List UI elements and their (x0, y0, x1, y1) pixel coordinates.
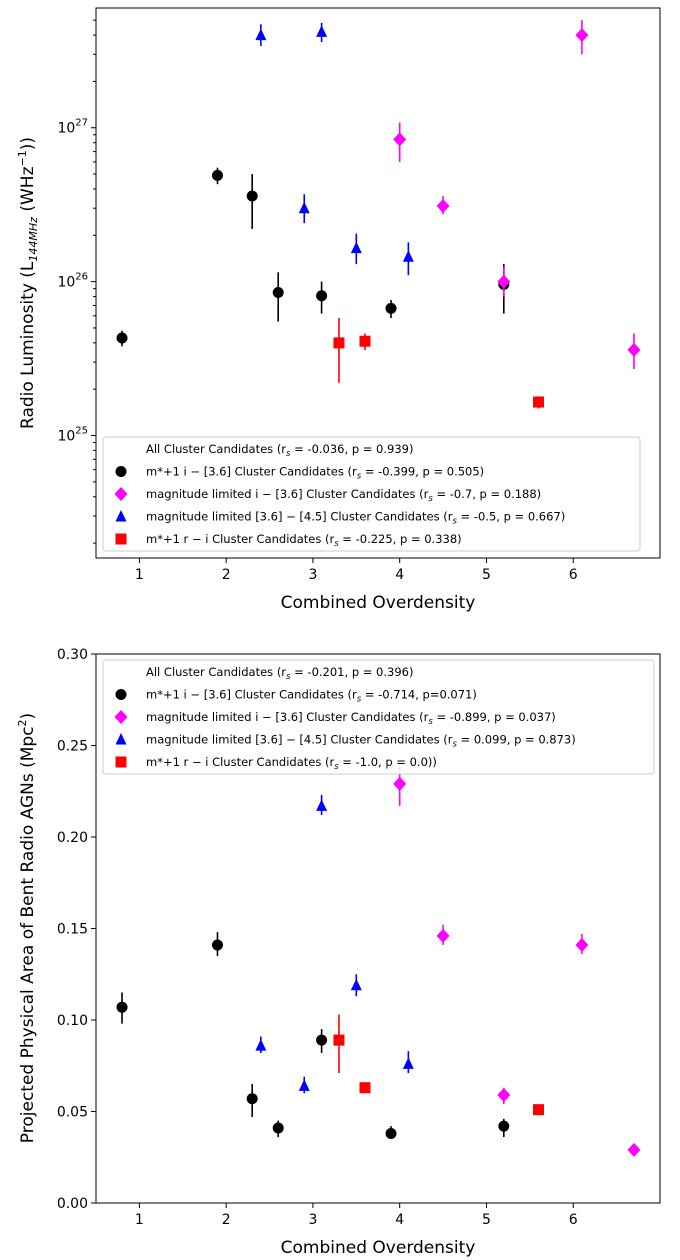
legend-marker-triangle (115, 733, 127, 745)
data-point-diamond (575, 937, 589, 952)
data-point-square (359, 1082, 371, 1094)
x-axis-label: Combined Overdensity (281, 593, 476, 613)
x-tick-label: 5 (482, 567, 491, 583)
legend-entry-text: m*+1 r − i Cluster Candidates (rs = -0.2… (146, 532, 462, 549)
y-tick-label: 0.10 (57, 1013, 88, 1029)
legend-entry-text: All Cluster Candidates (rs = -0.201, p =… (146, 665, 413, 682)
legend-entry-text: All Cluster Candidates (rs = -0.036, p =… (146, 442, 413, 459)
legend-entry-text: magnitude limited [3.6] − [4.5] Cluster … (146, 733, 576, 750)
data-point-square (533, 1104, 545, 1116)
y-tick-label: 0.25 (57, 739, 88, 755)
legend-box (102, 659, 655, 775)
y-tick-label: 0.15 (57, 922, 88, 938)
y-axis-label: Projected Physical Area of Bent Radio AG… (16, 713, 38, 1143)
legend-marker-circle (115, 466, 127, 477)
projected-area-chart: 1 2 3 4 5 6 0.00 0.05 0.10 0.15 0.20 0.25 0.30 All C… (16, 647, 661, 1258)
x-tick-label: 4 (395, 1212, 404, 1228)
legend-marker-circle (115, 689, 127, 700)
data-point-circle (116, 332, 128, 344)
y-axis-label: Radio Luminosity (L144MHz (WHz−1)) (16, 137, 40, 429)
data-point-circle (116, 1001, 128, 1013)
y-tick-label: 0.20 (57, 830, 88, 846)
y-tick-label: 0.00 (57, 1196, 88, 1212)
x-tick-label: 4 (395, 567, 404, 583)
axis-ticks: 1 2 3 4 5 6 1025 1026 1027 (57, 19, 578, 583)
x-tick-label: 6 (569, 567, 578, 583)
data-point-circle (246, 190, 258, 202)
plot-frame (95, 7, 661, 559)
data-point-circle (272, 1122, 284, 1134)
data-point-circle (316, 290, 328, 302)
x-tick-label: 5 (482, 1212, 491, 1228)
data-point-triangle (255, 28, 267, 41)
data-point-triangle (350, 241, 362, 254)
x-tick-label: 3 (308, 567, 317, 583)
legend-entry-text: magnitude limited i − [3.6] Cluster Cand… (146, 710, 556, 727)
y-tick-label: 0.05 (57, 1105, 88, 1121)
y-tick-label: 0.30 (57, 647, 88, 663)
radio-luminosity-chart: 1 2 3 4 5 6 1025 1026 1027 All Cluster Candidate… (16, 7, 661, 613)
x-tick-label: 2 (222, 567, 231, 583)
legend-marker-diamond (114, 487, 128, 501)
data-point-triangle (298, 1079, 310, 1091)
y-tick-label: 1027 (57, 118, 88, 137)
data-point-triangle (298, 201, 310, 214)
data-point-circle (211, 939, 223, 951)
data-point-circle (246, 1093, 258, 1105)
data-point-diamond (627, 342, 641, 357)
data-point-circle (385, 302, 397, 314)
legend-box (102, 436, 641, 552)
x-tick-label: 2 (222, 1212, 231, 1228)
data-point-triangle (402, 1057, 414, 1069)
legend-entry-text: m*+1 i − [3.6] Cluster Candidates (rs = … (146, 688, 477, 705)
legend-entry-text: magnitude limited i − [3.6] Cluster Cand… (146, 487, 541, 504)
data-point-diamond (393, 132, 407, 147)
x-tick-label: 1 (135, 1212, 144, 1228)
data-point-diamond (436, 199, 450, 214)
legend-marker-square (115, 756, 127, 768)
data-point-triangle (350, 978, 362, 991)
data-point-circle (272, 286, 284, 298)
y-tick-label: 1025 (57, 426, 88, 445)
data-point-triangle (402, 250, 414, 262)
data-point-diamond (393, 776, 407, 791)
legend-entry-text: m*+1 r − i Cluster Candidates (rs = -1.0… (146, 755, 437, 772)
x-tick-label: 1 (135, 567, 144, 583)
x-axis-label: Combined Overdensity (281, 1238, 476, 1258)
data-point-square (333, 337, 345, 349)
data-point-circle (385, 1127, 397, 1139)
data-point-diamond (627, 1142, 641, 1157)
legend-marker-square (115, 533, 127, 545)
legend: All Cluster Candidates (rs = -0.036, p =… (102, 436, 641, 552)
data-point-circle (211, 169, 223, 181)
legend-marker-triangle (115, 510, 127, 522)
legend: All Cluster Candidates (rs = -0.201, p =… (102, 659, 655, 775)
data-point-triangle (316, 25, 328, 37)
legend-marker-diamond (114, 710, 128, 724)
data-point-square (359, 335, 371, 347)
x-tick-label: 6 (569, 1212, 578, 1228)
data-point-triangle (255, 1039, 267, 1051)
data-points (116, 767, 641, 1157)
data-point-diamond (497, 274, 511, 289)
data-points (116, 20, 641, 409)
data-point-square (333, 1034, 345, 1046)
data-point-diamond (497, 1088, 511, 1103)
y-tick-label: 1026 (57, 272, 88, 291)
data-point-circle (316, 1034, 328, 1046)
legend-entry-text: m*+1 i − [3.6] Cluster Candidates (rs = … (146, 465, 484, 482)
data-point-triangle (316, 799, 328, 811)
axis-ticks: 1 2 3 4 5 6 0.00 0.05 0.10 0.15 0.20 0.25 0.30 (57, 647, 578, 1228)
x-tick-label: 3 (308, 1212, 317, 1228)
legend-entry-text: magnitude limited [3.6] − [4.5] Cluster … (146, 510, 565, 527)
data-point-circle (498, 1120, 510, 1132)
data-point-diamond (575, 28, 589, 43)
data-point-diamond (436, 928, 450, 943)
data-point-square (533, 396, 545, 408)
